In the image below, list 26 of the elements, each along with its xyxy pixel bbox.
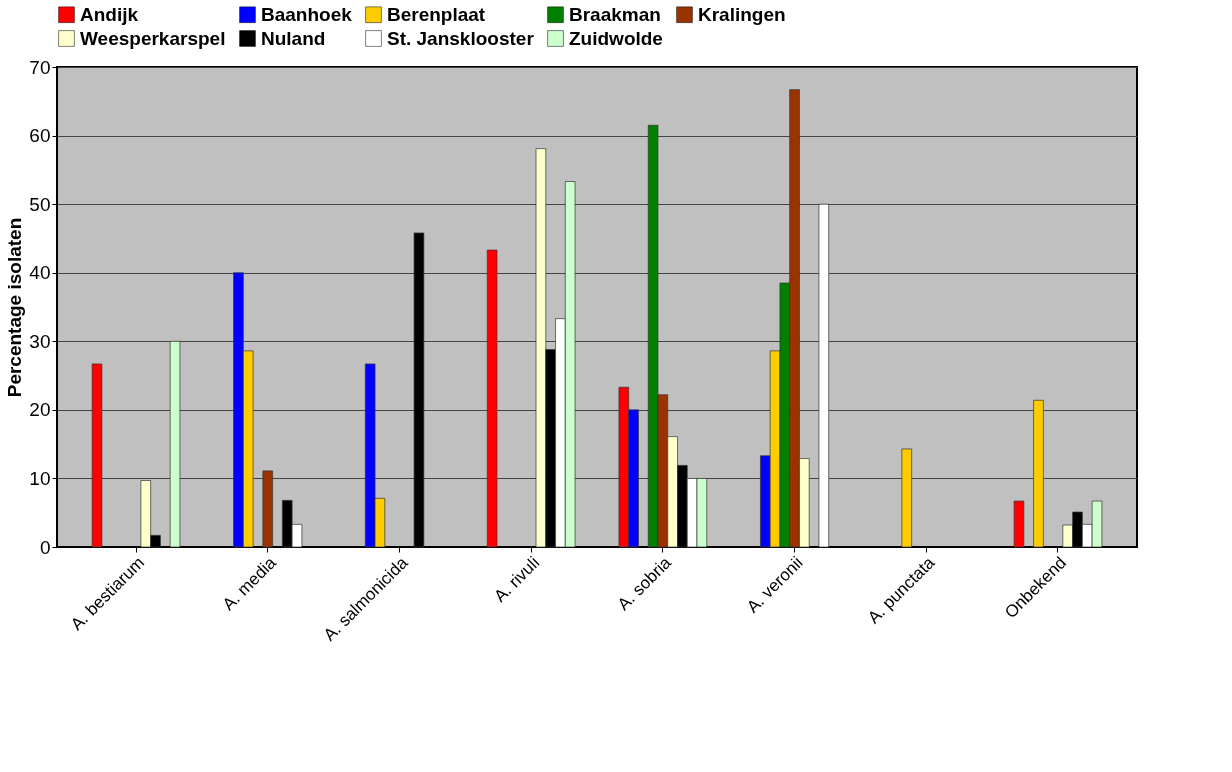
y-tick-label: 40	[29, 262, 51, 284]
legend-label: Braakman	[569, 3, 661, 25]
bar	[262, 470, 273, 548]
bar	[1033, 399, 1044, 548]
legend-label: Andijk	[80, 3, 139, 25]
y-tick-label: 30	[29, 330, 51, 352]
bar	[1013, 500, 1025, 548]
legend-label: Weesperkarspel	[80, 27, 226, 49]
bar	[486, 249, 498, 548]
y-tick-label: 70	[29, 56, 51, 78]
legend-label: Berenplaat	[387, 3, 486, 25]
y-tick-label: 50	[29, 193, 51, 215]
y-tick-label: 20	[29, 399, 51, 421]
y-tick-label: 60	[29, 125, 51, 147]
bar	[91, 363, 103, 548]
legend-label: Nuland	[261, 27, 326, 49]
legend-label: St. Jansklooster	[387, 27, 535, 49]
legend-label: Zuidwolde	[569, 27, 663, 49]
y-axis-title: Percentage isolaten	[4, 217, 26, 398]
legend-label: Kralingen	[698, 3, 786, 25]
bar	[169, 340, 181, 548]
y-tick-label: 10	[29, 467, 51, 489]
bar	[901, 448, 912, 548]
y-tick-label: 0	[39, 536, 51, 558]
bar	[818, 203, 830, 548]
legend-label: Baanhoek	[261, 3, 353, 25]
